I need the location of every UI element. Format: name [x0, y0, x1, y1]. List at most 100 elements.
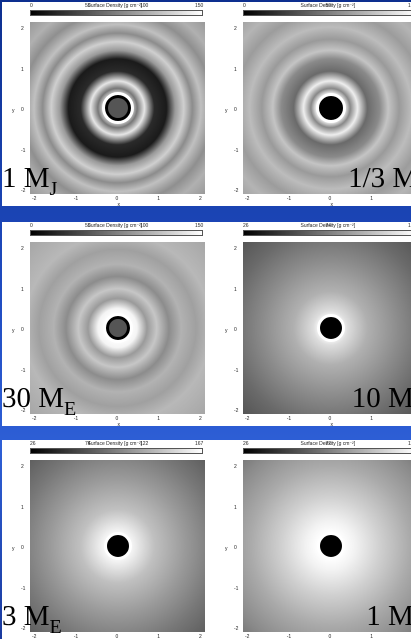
- planet-hole: [102, 92, 134, 124]
- planet-hole: [316, 93, 346, 123]
- colorbar-tick-label: 26: [243, 441, 249, 447]
- colorbar-tick-label: 0: [30, 3, 33, 9]
- panel-label: 1 MJ: [2, 164, 57, 199]
- colorbar: [30, 448, 203, 454]
- y-tick-label: 2: [21, 26, 24, 32]
- colorbar-tick-label: 50: [326, 3, 332, 9]
- colorbar: [30, 10, 203, 16]
- colorbar-tick-label: 50: [85, 3, 91, 9]
- x-tick-label: 2: [199, 634, 202, 639]
- label-main: 10 M: [352, 382, 411, 414]
- colorbar-title: Surface Density [g cm⁻²]: [88, 441, 143, 447]
- y-axis-label: y: [12, 328, 15, 334]
- y-axis-label: y: [225, 546, 228, 552]
- x-tick-label: -1: [287, 196, 291, 202]
- x-tick-label: 1: [157, 196, 160, 202]
- label-main: 1 M: [366, 600, 411, 632]
- y-tick-label: 2: [21, 246, 24, 252]
- y-tick-label: -1: [234, 368, 238, 374]
- colorbar-tick-label: 26: [30, 441, 36, 447]
- x-tick-label: 1: [157, 416, 160, 422]
- colorbar-tick-label: 72: [326, 441, 332, 447]
- y-tick-label: 1: [21, 67, 24, 73]
- y-tick-label: 1: [234, 505, 237, 511]
- panel-label: 3 ME: [2, 602, 62, 637]
- label-subscript: E: [64, 398, 76, 420]
- y-tick-label: -1: [21, 148, 25, 154]
- x-tick-label: 0: [116, 634, 119, 639]
- y-tick-label: 1: [234, 67, 237, 73]
- panel-label: 10 ME: [352, 384, 411, 419]
- y-axis-label: y: [12, 108, 15, 114]
- x-axis-label: x: [331, 422, 334, 428]
- x-tick-label: -1: [74, 196, 78, 202]
- colorbar-tick-label: 150: [195, 3, 203, 9]
- label-subscript: J: [50, 178, 58, 200]
- x-tick-label: -1: [287, 634, 291, 639]
- y-tick-label: 0: [21, 107, 24, 113]
- y-tick-label: -2: [234, 626, 238, 632]
- y-tick-label: 2: [21, 464, 24, 470]
- colorbar: [243, 448, 411, 454]
- y-tick-label: 0: [234, 327, 237, 333]
- colorbar-tick-label: 167: [195, 441, 203, 447]
- y-tick-label: 0: [234, 545, 237, 551]
- y-tick-label: -2: [234, 408, 238, 414]
- y-tick-label: -2: [234, 188, 238, 194]
- colorbar-tick-label: 0: [243, 3, 246, 9]
- panel-label: 30 ME: [2, 384, 76, 419]
- y-axis-label: y: [225, 328, 228, 334]
- x-tick-label: 1: [157, 634, 160, 639]
- colorbar-tick-label: 122: [140, 441, 148, 447]
- label-main: 30 M: [2, 382, 64, 414]
- y-tick-label: -1: [21, 368, 25, 374]
- page: Surface Density [g cm⁻²]050100150-2-1012…: [0, 0, 411, 639]
- colorbar: [30, 230, 203, 236]
- x-tick-label: 2: [199, 416, 202, 422]
- label-main: 1 M: [2, 162, 50, 194]
- y-tick-label: 1: [21, 505, 24, 511]
- colorbar-title: Surface Density [g cm⁻²]: [88, 223, 143, 229]
- y-tick-label: 0: [21, 545, 24, 551]
- x-tick-label: -2: [245, 196, 249, 202]
- colorbar-tick-label: 100: [140, 223, 148, 229]
- planet-hole: [317, 314, 345, 342]
- y-tick-label: 1: [234, 287, 237, 293]
- x-axis-label: x: [118, 202, 121, 208]
- y-tick-label: 0: [234, 107, 237, 113]
- x-tick-label: -2: [245, 634, 249, 639]
- y-tick-label: 2: [234, 246, 237, 252]
- planet-hole: [103, 313, 133, 343]
- colorbar-title: Surface Density [g cm⁻²]: [88, 3, 143, 9]
- x-tick-label: 0: [329, 634, 332, 639]
- x-axis-label: x: [118, 422, 121, 428]
- y-axis-label: y: [12, 546, 15, 552]
- x-tick-label: -1: [74, 634, 78, 639]
- colorbar: [243, 230, 411, 236]
- colorbar-tick-label: 0: [30, 223, 33, 229]
- panel-label: 1/3 MJ: [348, 164, 411, 199]
- colorbar-tick-label: 74: [326, 223, 332, 229]
- y-tick-label: 0: [21, 327, 24, 333]
- colorbar-tick-label: 74: [85, 441, 91, 447]
- label-main: 1/3 M: [348, 162, 411, 194]
- colorbar-tick-label: 50: [85, 223, 91, 229]
- panel-label: 1 ME: [366, 602, 411, 637]
- colorbar-tick-label: 100: [140, 3, 148, 9]
- y-tick-label: -1: [21, 586, 25, 592]
- colorbar-tick-label: 26: [243, 223, 249, 229]
- y-tick-label: 1: [21, 287, 24, 293]
- x-tick-label: 2: [199, 196, 202, 202]
- x-axis-label: x: [331, 202, 334, 208]
- colorbar-tick-label: 150: [195, 223, 203, 229]
- x-tick-label: -2: [245, 416, 249, 422]
- y-tick-label: -1: [234, 148, 238, 154]
- y-axis-label: y: [225, 108, 228, 114]
- y-tick-label: -1: [234, 586, 238, 592]
- x-tick-label: -1: [287, 416, 291, 422]
- colorbar: [243, 10, 411, 16]
- planet-hole: [317, 532, 345, 560]
- y-tick-label: 2: [234, 464, 237, 470]
- planet-hole: [104, 532, 132, 560]
- y-tick-label: 2: [234, 26, 237, 32]
